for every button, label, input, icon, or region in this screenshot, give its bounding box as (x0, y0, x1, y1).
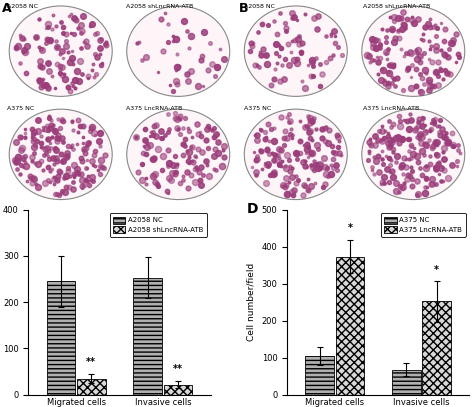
Bar (392, 370, 421, 395)
Text: A375 LncRNA-ATB: A375 LncRNA-ATB (363, 106, 419, 111)
Text: A2058 NC: A2058 NC (7, 4, 38, 9)
Text: *: * (347, 223, 353, 234)
Bar (46, 281, 75, 395)
Text: B: B (239, 2, 249, 15)
Circle shape (127, 6, 230, 96)
Text: **: ** (86, 357, 96, 368)
Circle shape (362, 6, 465, 96)
Circle shape (362, 109, 465, 199)
Legend: A2058 NC, A2058 shLncRNA-ATB: A2058 NC, A2058 shLncRNA-ATB (109, 213, 207, 237)
Bar (77, 379, 106, 395)
Bar (164, 385, 192, 395)
Text: A: A (2, 2, 12, 15)
Legend: A375 NC, A375 LncRNA-ATB: A375 NC, A375 LncRNA-ATB (381, 213, 466, 237)
Bar (305, 356, 334, 395)
Text: **: ** (173, 364, 183, 374)
Text: *: * (434, 265, 439, 275)
Circle shape (127, 109, 230, 199)
Text: A375 LncRNA-ATB: A375 LncRNA-ATB (126, 106, 182, 111)
Text: A2058 shLncRNA-ATB: A2058 shLncRNA-ATB (126, 4, 193, 9)
Text: D: D (247, 202, 258, 216)
Circle shape (9, 6, 112, 96)
Bar (133, 278, 162, 395)
Bar (422, 302, 451, 395)
Text: A375 NC: A375 NC (244, 106, 271, 111)
Circle shape (9, 109, 112, 199)
Circle shape (244, 6, 347, 96)
Text: A375 NC: A375 NC (7, 106, 34, 111)
Circle shape (244, 109, 347, 199)
Text: A2058 NC: A2058 NC (244, 4, 275, 9)
Text: A2058 shLncRNA-ATB: A2058 shLncRNA-ATB (363, 4, 430, 9)
Y-axis label: Cell number/field: Cell number/field (247, 263, 256, 341)
Bar (336, 257, 365, 395)
